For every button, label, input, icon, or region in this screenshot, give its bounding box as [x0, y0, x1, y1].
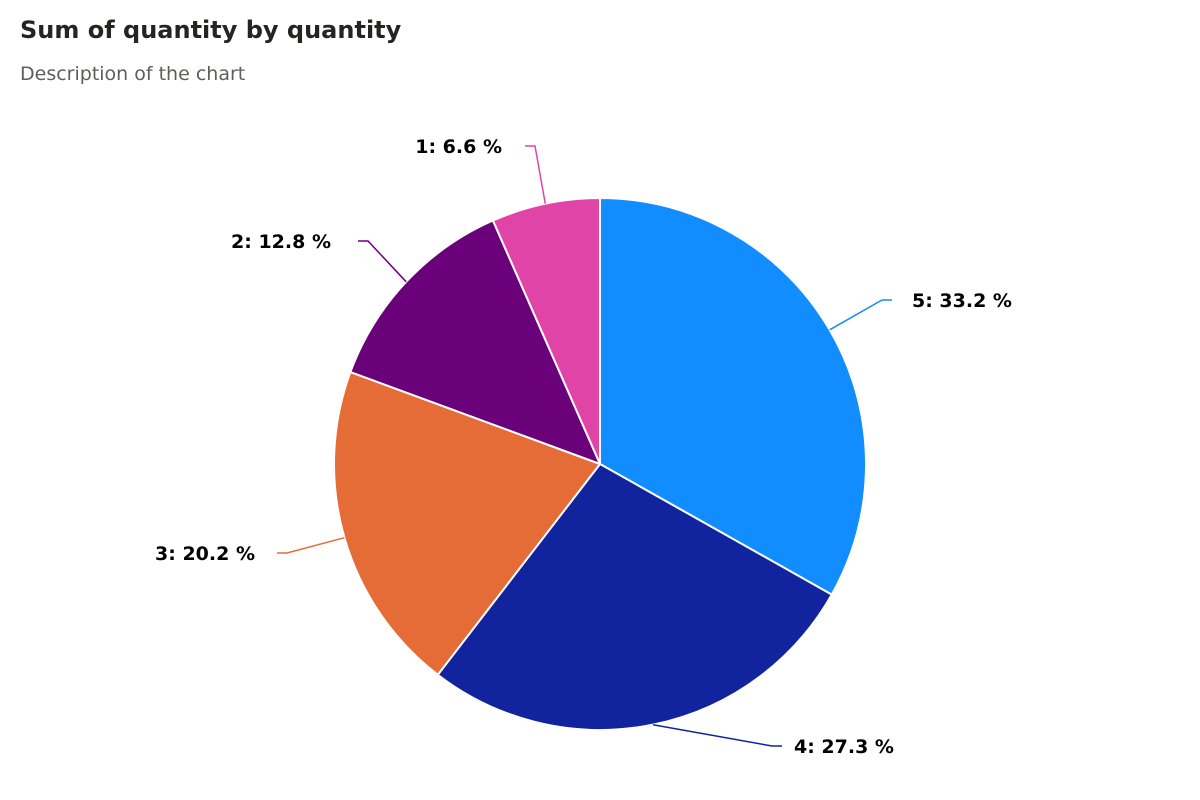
- pie-slice-1[interactable]: [491, 197, 601, 465]
- slice-label-4: 4: 27.3 %: [794, 736, 894, 758]
- leader-line-1: [525, 145, 547, 204]
- pie-slice-4[interactable]: [436, 463, 833, 731]
- pie-slice-5[interactable]: [599, 197, 867, 596]
- chart-title: Sum of quantity by quantity: [20, 16, 402, 44]
- leader-line-3: [277, 536, 345, 554]
- leader-line-5: [829, 299, 892, 331]
- leader-line-2: [358, 240, 407, 283]
- chart-subtitle: Description of the chart: [20, 63, 246, 85]
- slice-label-1: 1: 6.6 %: [415, 136, 502, 158]
- leader-lines: [277, 145, 892, 747]
- slice-labels: 5: 33.2 % 4: 27.3 % 3: 20.2 % 2: 12.8 % 1: 6…: [155, 136, 1012, 758]
- pie-slice-3[interactable]: [333, 371, 601, 676]
- leader-line-4: [652, 723, 782, 747]
- slice-label-2: 2: 12.8 %: [231, 231, 331, 253]
- slice-label-3: 3: 20.2 %: [155, 543, 255, 565]
- slice-label-5: 5: 33.2 %: [912, 290, 1012, 312]
- pie-slices: [333, 197, 867, 731]
